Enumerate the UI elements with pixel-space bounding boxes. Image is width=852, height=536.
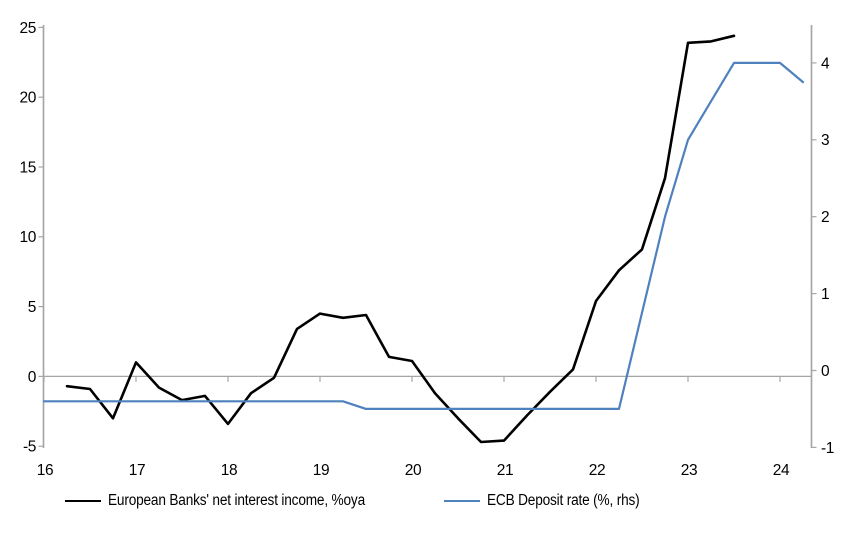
x-axis-tick-label: 19 [313,462,329,479]
ecb-rate-series-line [42,61,805,410]
x-axis-tick-label: 18 [221,462,237,479]
legend-item-ecb-rate: ECB Deposit rate (%, rhs) [444,492,660,510]
x-axis-tick-label: 24 [773,462,790,479]
right-axis-tick-label: -1 [821,440,834,457]
left-axis-tick-label: -5 [23,439,36,456]
x-axis-tick-label: 17 [129,462,145,479]
legend-item-nii: European Banks' net interest income, %oy… [65,492,400,510]
legend-line-swatch [65,500,102,502]
x-axis-tick-label: 21 [497,462,513,479]
x-axis-tick-label: 23 [681,462,697,479]
left-axis-tick-label: 15 [20,159,36,176]
left-axis-tick-label: 10 [20,229,37,246]
x-axis-tick-label: 20 [405,462,422,479]
legend-label: ECB Deposit rate (%, rhs) [487,492,640,509]
legend-line-swatch [444,500,481,502]
right-axis-tick-label: 1 [821,286,829,303]
left-axis-tick-label: 5 [28,299,36,316]
left-axis-tick-label: 20 [20,90,37,107]
x-axis-tick-label: 22 [589,462,605,479]
right-axis-tick-label: 0 [821,363,830,380]
right-axis-tick-label: 3 [821,132,829,149]
chart-legend: European Banks' net interest income, %oy… [0,492,726,510]
left-axis-tick-label: 0 [28,369,37,386]
left-axis-tick-label: 25 [20,20,36,37]
legend-label: European Banks' net interest income, %oy… [108,492,366,509]
right-axis-tick-label: 2 [821,209,829,226]
right-axis-tick-label: 4 [821,55,830,72]
x-axis-tick-label: 16 [37,462,53,479]
nii-series-line [65,34,736,444]
